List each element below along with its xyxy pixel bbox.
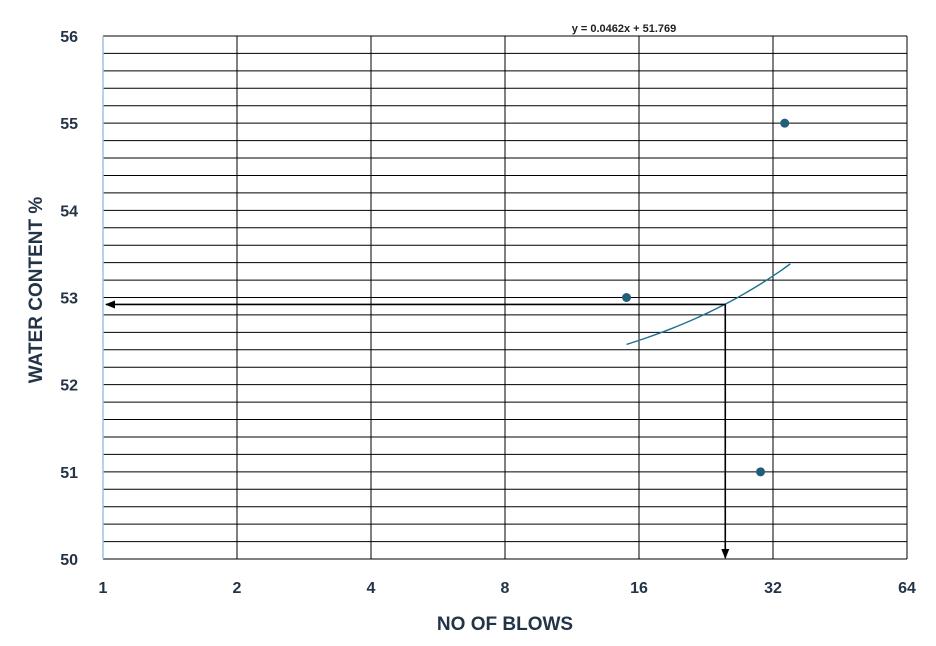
- y-tick-label: 55: [60, 116, 78, 133]
- grid: [102, 35, 908, 560]
- y-tick-label: 50: [60, 552, 78, 569]
- x-tick-label: 1: [99, 580, 108, 597]
- y-tick-label: 53: [60, 291, 78, 308]
- y-tick-label: 54: [60, 203, 78, 220]
- annotation-arrows: [105, 300, 730, 559]
- trendline-equation: y = 0.0462x + 51.769: [572, 23, 677, 35]
- x-axis-title: NO OF BLOWS: [437, 614, 573, 635]
- y-tick-label: 56: [60, 29, 78, 46]
- trendline: [626, 263, 791, 346]
- tick-labels: 1 2 4 8 16 32 64 50 51 52 53 54 55 56: [60, 29, 916, 597]
- y-tick-label: 51: [60, 465, 78, 482]
- x-tick-label: 32: [764, 580, 782, 597]
- x-tick-label: 2: [233, 580, 242, 597]
- data-point: [622, 293, 632, 302]
- y-tick-label: 52: [60, 378, 78, 395]
- data-point: [780, 118, 790, 128]
- x-tick-label: 16: [630, 580, 648, 597]
- trendline-curve: [626, 263, 791, 346]
- x-tick-label: 4: [367, 580, 376, 597]
- x-tick-label: 64: [898, 580, 916, 597]
- data-points: [622, 118, 790, 477]
- data-point: [756, 467, 766, 477]
- x-tick-label: 8: [501, 580, 510, 597]
- y-axis-title: WATER CONTENT %: [26, 197, 47, 384]
